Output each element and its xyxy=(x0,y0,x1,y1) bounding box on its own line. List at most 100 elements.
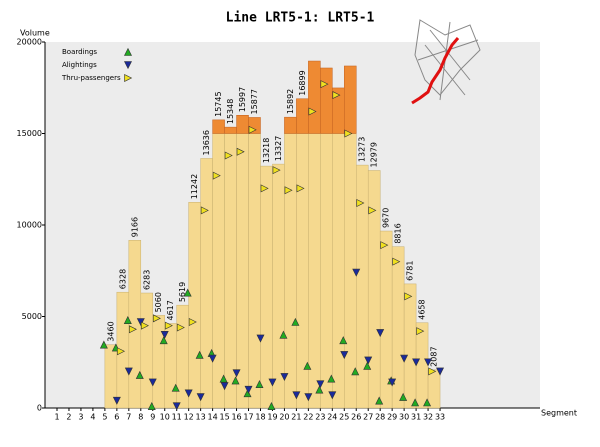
marker xyxy=(117,347,126,356)
value-label: 8816 xyxy=(394,223,403,243)
x-tick-label: 7 xyxy=(126,413,131,422)
x-tick-label: 20 xyxy=(279,413,289,422)
x-tick-label: 23 xyxy=(315,413,325,422)
marker xyxy=(320,80,329,89)
legend-label: Thru-passengers xyxy=(61,74,121,82)
value-label: 12979 xyxy=(370,142,379,167)
marker xyxy=(296,184,305,193)
marker xyxy=(356,199,365,208)
marker xyxy=(424,358,433,367)
marker xyxy=(172,402,181,411)
marker xyxy=(416,327,425,336)
value-label: 13327 xyxy=(274,136,283,161)
marker xyxy=(404,292,413,301)
marker xyxy=(236,147,245,156)
value-label: 9166 xyxy=(130,217,139,237)
marker xyxy=(152,314,161,323)
legend-label: Alightings xyxy=(62,61,97,69)
value-label: 16899 xyxy=(298,70,307,95)
bar xyxy=(415,322,429,409)
marker xyxy=(308,107,317,116)
marker xyxy=(423,398,432,407)
chart-title: Line LRT5-1: LRT5-1 xyxy=(226,11,375,26)
x-tick-label: 31 xyxy=(411,413,421,422)
marker xyxy=(380,241,389,250)
value-label: 13218 xyxy=(262,138,271,163)
marker xyxy=(364,356,373,365)
bar xyxy=(284,133,297,409)
marker xyxy=(272,166,281,175)
y-tick-label: 0 xyxy=(37,404,42,413)
marker xyxy=(255,380,264,389)
value-label: 15877 xyxy=(250,89,259,114)
marker xyxy=(184,389,193,398)
bar-over xyxy=(344,65,357,134)
marker xyxy=(291,317,300,326)
x-tick-label: 22 xyxy=(303,413,313,422)
y-axis-label: Volume xyxy=(20,29,50,38)
marker xyxy=(219,374,228,383)
marker xyxy=(212,171,221,180)
value-label: 15348 xyxy=(226,99,235,124)
x-tick-label: 30 xyxy=(399,413,409,422)
marker xyxy=(147,401,156,410)
marker xyxy=(99,340,108,349)
bar xyxy=(248,133,261,409)
bar xyxy=(320,133,333,409)
value-label: 2087 xyxy=(430,346,439,366)
value-label: 6283 xyxy=(142,270,151,290)
marker xyxy=(112,396,121,405)
legend-label: Boardings xyxy=(62,48,97,56)
y-tick-label: 20000 xyxy=(17,38,42,47)
bar xyxy=(260,165,273,409)
y-tick-label: 15000 xyxy=(17,129,42,138)
marker xyxy=(376,329,385,338)
marker xyxy=(268,378,277,387)
value-label: 4617 xyxy=(166,300,175,320)
value-label: 4658 xyxy=(418,299,427,319)
x-tick-label: 16 xyxy=(231,413,241,422)
x-tick-label: 1 xyxy=(54,413,59,422)
marker xyxy=(136,318,145,327)
bar xyxy=(272,163,285,409)
marker xyxy=(224,151,233,160)
marker xyxy=(412,358,421,367)
x-tick-label: 14 xyxy=(208,413,218,422)
marker xyxy=(171,383,180,392)
x-tick-label: 3 xyxy=(78,413,83,422)
bar-over xyxy=(236,115,249,134)
marker xyxy=(196,393,205,402)
x-axis-label: Segment xyxy=(541,409,577,418)
marker xyxy=(399,392,408,401)
x-tick-label: 5 xyxy=(102,413,107,422)
bar xyxy=(164,323,177,409)
value-label: 9670 xyxy=(382,208,391,228)
marker xyxy=(159,336,168,345)
marker xyxy=(332,91,341,100)
bar xyxy=(128,240,142,409)
marker xyxy=(129,325,137,334)
bar xyxy=(367,170,381,409)
marker xyxy=(368,206,377,215)
marker xyxy=(188,318,197,326)
marker xyxy=(279,330,288,339)
bar-over xyxy=(248,117,261,134)
marker xyxy=(208,354,217,363)
x-tick-label: 15 xyxy=(219,413,229,422)
marker xyxy=(124,367,133,376)
x-tick-label: 9 xyxy=(150,413,155,422)
marker xyxy=(164,321,173,330)
marker xyxy=(375,396,384,405)
marker xyxy=(123,315,132,324)
marker xyxy=(280,373,289,382)
bar-over xyxy=(224,126,237,134)
x-tick-label: 4 xyxy=(90,413,95,422)
marker xyxy=(400,354,409,363)
marker xyxy=(292,391,301,400)
x-tick-label: 8 xyxy=(138,413,143,422)
bar-over xyxy=(212,119,225,134)
marker xyxy=(351,367,360,376)
x-tick-label: 10 xyxy=(160,413,170,422)
x-tick-label: 28 xyxy=(375,413,385,422)
